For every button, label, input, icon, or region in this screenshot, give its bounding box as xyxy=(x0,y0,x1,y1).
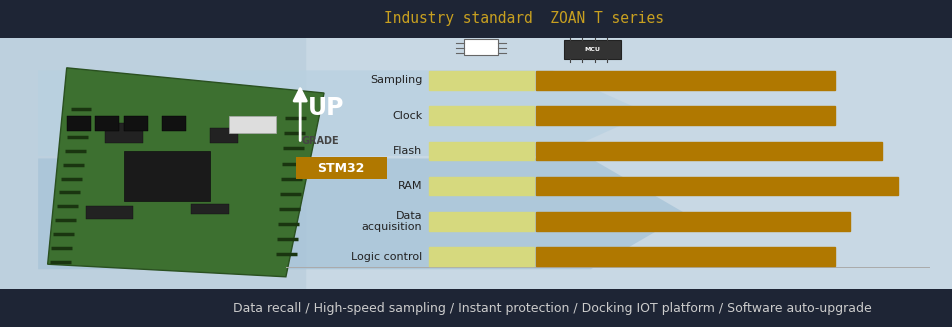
Text: Flash: Flash xyxy=(392,146,422,156)
Bar xyxy=(0,38,305,289)
Bar xyxy=(428,107,533,125)
Bar xyxy=(67,116,90,131)
Bar xyxy=(124,116,148,131)
Bar xyxy=(428,71,533,90)
Bar xyxy=(228,116,276,133)
Text: 12 bits A/D: 12 bits A/D xyxy=(452,76,509,85)
Bar xyxy=(535,71,834,90)
Text: 9600: 9600 xyxy=(467,216,494,226)
PathPatch shape xyxy=(48,68,324,277)
Text: Data
acquisition: Data acquisition xyxy=(361,211,422,232)
Bar xyxy=(105,123,143,143)
Bar xyxy=(535,212,849,231)
Text: Sampling: Sampling xyxy=(369,76,422,85)
Bar xyxy=(190,204,228,214)
Text: RAM: RAM xyxy=(397,181,422,191)
Text: ≤10KB: ≤10KB xyxy=(463,181,499,191)
PathPatch shape xyxy=(38,70,647,156)
Text: MCU: MCU xyxy=(585,47,600,52)
Bar xyxy=(95,116,119,131)
Bar xyxy=(162,116,186,131)
Text: Data recall / High-speed sampling / Instant protection / Docking IOT platform / : Data recall / High-speed sampling / Inst… xyxy=(233,302,871,315)
Bar xyxy=(464,39,498,55)
Text: GRADE: GRADE xyxy=(301,136,338,146)
Text: Multi-task: Multi-task xyxy=(651,250,718,263)
Text: Single-thread: Single-thread xyxy=(446,252,516,262)
Bar xyxy=(428,212,533,231)
PathPatch shape xyxy=(38,159,685,269)
Text: Logic control: Logic control xyxy=(350,252,422,262)
Bar xyxy=(428,142,533,160)
Bar xyxy=(535,248,834,266)
Bar xyxy=(428,177,533,195)
Text: Clock: Clock xyxy=(391,111,422,121)
Text: 16 bits A/D: 16 bits A/D xyxy=(648,74,721,87)
Text: 512KB: 512KB xyxy=(686,145,729,157)
Bar xyxy=(428,248,533,266)
Bar xyxy=(86,206,133,219)
Bar xyxy=(209,128,238,143)
Text: Industry standard  ZOAN T series: Industry standard ZOAN T series xyxy=(384,11,664,26)
Bar xyxy=(124,151,209,201)
Bar xyxy=(535,107,834,125)
Text: ≤8MHz: ≤8MHz xyxy=(462,111,500,121)
Text: 57600: 57600 xyxy=(672,215,713,228)
Bar xyxy=(535,142,881,160)
Bar xyxy=(296,157,387,179)
Text: 64KB: 64KB xyxy=(699,180,733,193)
Bar xyxy=(535,177,897,195)
Text: ≤48KB: ≤48KB xyxy=(463,146,499,156)
Text: UP: UP xyxy=(307,96,344,120)
Text: 72MHz: 72MHz xyxy=(662,109,706,122)
Bar xyxy=(564,40,621,59)
Text: STM32: STM32 xyxy=(317,162,365,175)
